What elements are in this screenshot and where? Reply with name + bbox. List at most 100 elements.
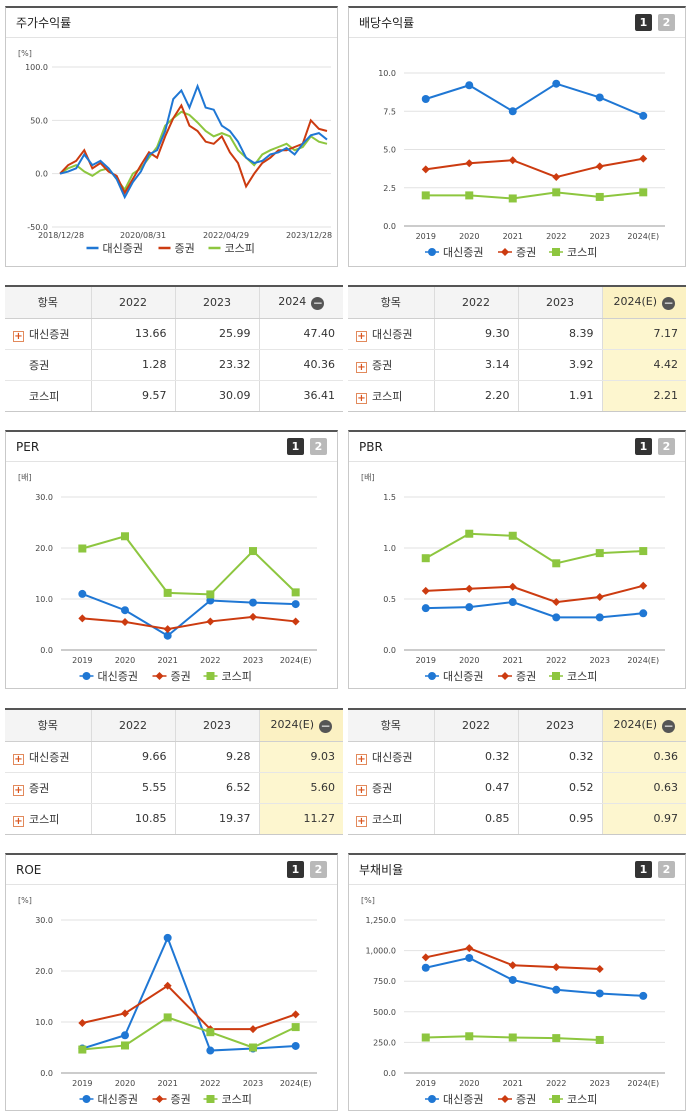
expand-icon[interactable]: +: [13, 784, 24, 796]
data-point: [428, 1095, 436, 1103]
x-tick-label: 2024(E): [280, 656, 312, 665]
cell-estimate: 4.42: [602, 349, 686, 381]
row-name: + 대신증권: [5, 741, 92, 773]
cell: 23.32: [175, 349, 260, 381]
x-tick-label: 2020: [459, 232, 479, 241]
page-1-button[interactable]: 1: [635, 438, 652, 455]
expand-icon[interactable]: +: [356, 330, 367, 342]
collapse-icon[interactable]: −: [319, 718, 333, 733]
table-row: + 증권 3.14 3.92 4.42: [348, 349, 686, 381]
cell: 0.32: [518, 741, 603, 773]
y-tick-label: 50.0: [30, 116, 48, 125]
page-1-button[interactable]: 1: [635, 14, 652, 31]
expand-icon[interactable]: +: [356, 815, 367, 827]
data-point: [82, 1095, 91, 1103]
data-point: [552, 188, 561, 197]
y-tick-label: 750.0: [373, 977, 396, 986]
legend-label: 증권: [516, 670, 536, 683]
x-tick-label: 2020: [115, 1079, 135, 1088]
page-2-button[interactable]: 2: [658, 14, 675, 31]
data-point: [508, 194, 517, 203]
x-tick-label: 2021: [157, 1079, 177, 1088]
data-point: [249, 598, 257, 607]
expand-icon[interactable]: +: [13, 753, 24, 765]
y-tick-label: -50.0: [27, 223, 48, 232]
axis-unit: [배]: [18, 473, 32, 482]
data-point: [465, 191, 474, 200]
data-point: [421, 554, 430, 563]
data-point: [501, 248, 509, 256]
series-line: [59, 110, 328, 192]
per-table: 항목 2022 2023 2024(E) − + 대신증권 9.66 9.28 9.…: [5, 708, 343, 835]
cell: 10.85: [91, 803, 176, 834]
x-tick-label: 2024(E): [627, 656, 659, 665]
y-tick-label: 5.0: [383, 146, 396, 155]
row-name-label: 코스피: [29, 389, 60, 403]
stock-return-panel: 주가수익률 [%] 100.0 50.0 0.0 -50.0 2018/12/28 2020…: [5, 6, 338, 267]
y-tick-label: 100.0: [25, 63, 48, 72]
data-point: [155, 672, 164, 680]
legend-label: 증권: [175, 242, 195, 255]
expand-icon[interactable]: +: [356, 392, 367, 404]
data-point: [206, 1028, 215, 1037]
data-point: [421, 604, 430, 613]
y-tick-label: 0.0: [383, 1069, 396, 1078]
page-2-button[interactable]: 2: [310, 438, 327, 455]
data-point: [206, 596, 215, 605]
stock-return-header: 주가수익률: [6, 8, 337, 38]
data-point: [121, 532, 129, 541]
data-point: [163, 625, 172, 634]
row-name-label: 코스피: [372, 389, 403, 403]
col-header: 2022: [434, 287, 519, 319]
data-point: [552, 173, 561, 182]
data-point: [291, 1041, 300, 1050]
collapse-icon[interactable]: −: [662, 718, 676, 733]
collapse-icon[interactable]: −: [311, 295, 325, 310]
table-row: + 대신증권 9.30 8.39 7.17: [348, 318, 686, 350]
data-point: [595, 592, 604, 601]
x-tick-label: 2019: [416, 1079, 436, 1088]
page-2-button[interactable]: 2: [658, 861, 675, 878]
expand-icon[interactable]: +: [356, 361, 367, 373]
per-title: PER: [16, 439, 40, 454]
x-tick-label: 2023: [590, 232, 610, 241]
page-2-button[interactable]: 2: [658, 438, 675, 455]
data-point: [501, 672, 509, 680]
expand-icon[interactable]: +: [13, 815, 24, 827]
expand-icon[interactable]: +: [356, 753, 367, 765]
data-point: [552, 1034, 561, 1043]
x-tick-label: 2021: [503, 656, 523, 665]
expand-icon[interactable]: +: [356, 784, 367, 796]
cell: 0.95: [518, 803, 603, 834]
legend-label: 대신증권: [443, 246, 483, 259]
page-1-button[interactable]: 1: [287, 438, 304, 455]
x-tick-label: 2020: [459, 656, 479, 665]
collapse-icon[interactable]: −: [662, 295, 676, 310]
row-name-label: 증권: [372, 358, 393, 372]
data-point: [552, 613, 561, 622]
page-1-button[interactable]: 1: [635, 861, 652, 878]
expand-icon[interactable]: +: [13, 330, 24, 342]
data-point: [639, 188, 648, 197]
x-tick-label: 2020: [115, 656, 135, 665]
data-point: [465, 529, 474, 538]
data-point: [465, 603, 474, 612]
data-point: [595, 964, 604, 973]
data-point: [121, 606, 129, 615]
series-line: [59, 83, 328, 200]
x-tick-label: 2023: [243, 1079, 263, 1088]
y-tick-label: 30.0: [35, 916, 53, 925]
x-tick-label: 2022/04/29: [203, 231, 249, 240]
table-header-row: 항목 2022 2023 2024(E) −: [348, 287, 686, 319]
legend-label: 코스피: [567, 246, 597, 259]
table-header-row: 항목 2022 2023 2024−: [5, 287, 343, 319]
col-header: 2023: [518, 710, 603, 742]
page-2-button[interactable]: 2: [310, 861, 327, 878]
y-tick-label: 0.0: [40, 646, 53, 655]
x-tick-label: 2019: [72, 656, 92, 665]
data-point: [465, 81, 474, 90]
page-1-button[interactable]: 1: [287, 861, 304, 878]
dividend-chart: 10.0 7.5 5.0 2.5 0.0 2019 2020 2021 2022 2023 2024…: [378, 69, 665, 259]
x-tick-label: 2018/12/28: [38, 231, 84, 240]
data-point: [552, 248, 560, 256]
